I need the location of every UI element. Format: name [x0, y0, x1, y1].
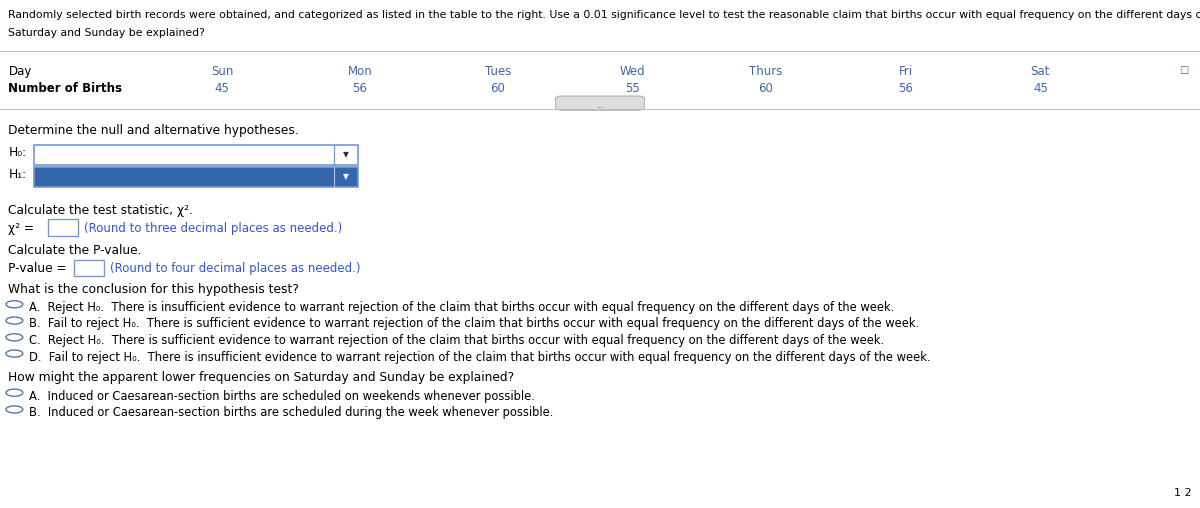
Text: P-value =: P-value =	[8, 262, 71, 275]
Text: 1 2: 1 2	[1174, 488, 1192, 498]
Text: ...: ...	[596, 101, 604, 110]
Text: 60: 60	[491, 82, 505, 96]
Text: Calculate the test statistic, χ².: Calculate the test statistic, χ².	[8, 204, 193, 217]
Text: Mon: Mon	[348, 65, 372, 78]
Text: B.  Fail to reject H₀.  There is sufficient evidence to warrant rejection of the: B. Fail to reject H₀. There is sufficien…	[29, 318, 919, 331]
Text: Fri: Fri	[899, 65, 913, 78]
Text: □: □	[1178, 65, 1188, 75]
Text: A.  Reject H₀.  There is insufficient evidence to warrant rejection of the claim: A. Reject H₀. There is insufficient evid…	[29, 301, 894, 314]
Bar	[74, 260, 104, 276]
Text: Randomly selected birth records were obtained, and categorized as listed in the : Randomly selected birth records were obt…	[8, 10, 1200, 20]
Bar	[34, 167, 358, 187]
Text: Sat: Sat	[1031, 65, 1050, 78]
Text: Sun: Sun	[211, 65, 233, 78]
Text: 56: 56	[353, 82, 367, 96]
Text: ▼: ▼	[343, 172, 348, 181]
Text: Thurs: Thurs	[749, 65, 782, 78]
Text: Day: Day	[8, 65, 31, 78]
Bar	[48, 219, 78, 236]
Text: A.  Induced or Caesarean-section births are scheduled on weekends whenever possi: A. Induced or Caesarean-section births a…	[29, 390, 535, 403]
Text: Saturday and Sunday be explained?: Saturday and Sunday be explained?	[8, 28, 205, 38]
Text: H₁:: H₁:	[8, 168, 26, 181]
Text: C.  Reject H₀.  There is sufficient evidence to warrant rejection of the claim t: C. Reject H₀. There is sufficient eviden…	[29, 334, 884, 347]
Text: 55: 55	[625, 82, 640, 96]
Text: Number of Births: Number of Births	[8, 82, 122, 96]
Text: D.  Fail to reject H₀.  There is insufficient evidence to warrant rejection of t: D. Fail to reject H₀. There is insuffici…	[29, 351, 930, 364]
Text: What is the conclusion for this hypothesis test?: What is the conclusion for this hypothes…	[8, 283, 299, 296]
Text: How might the apparent lower frequencies on Saturday and Sunday be explained?: How might the apparent lower frequencies…	[8, 371, 515, 384]
Text: (Round to four decimal places as needed.): (Round to four decimal places as needed.…	[110, 262, 361, 275]
Text: B.  Induced or Caesarean-section births are scheduled during the week whenever p: B. Induced or Caesarean-section births a…	[29, 406, 553, 420]
Text: Wed: Wed	[619, 65, 646, 78]
Text: 45: 45	[1033, 82, 1048, 96]
Text: 56: 56	[899, 82, 913, 96]
Text: Tues: Tues	[485, 65, 511, 78]
Text: 60: 60	[758, 82, 773, 96]
Text: (Round to three decimal places as needed.): (Round to three decimal places as needed…	[84, 222, 342, 235]
Text: H₀:: H₀:	[8, 146, 26, 159]
Text: ▼: ▼	[343, 150, 348, 160]
Text: χ² =: χ² =	[8, 222, 38, 235]
Text: 45: 45	[215, 82, 229, 96]
Bar	[34, 145, 358, 165]
Text: Determine the null and alternative hypotheses.: Determine the null and alternative hypot…	[8, 124, 299, 138]
Text: Calculate the P-value.: Calculate the P-value.	[8, 244, 142, 257]
FancyBboxPatch shape	[556, 96, 644, 110]
